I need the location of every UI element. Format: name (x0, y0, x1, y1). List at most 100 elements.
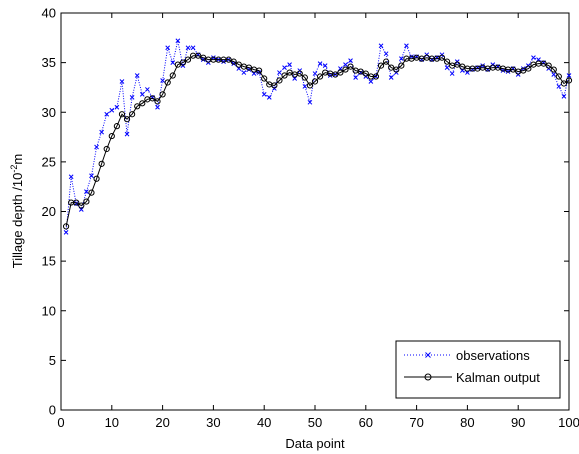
x-tick-label-5: 50 (308, 415, 322, 430)
observations-point-99 (566, 73, 572, 78)
x-tick-label-8: 80 (460, 415, 474, 430)
kalman-point-78 (459, 63, 466, 70)
observations-point-18 (155, 104, 160, 110)
kalman-point-75 (443, 58, 451, 65)
observations-point-96 (551, 72, 557, 77)
observations-point-87 (505, 69, 511, 74)
observations-point-11 (119, 79, 125, 84)
observations-point-4 (84, 189, 89, 195)
observations-point-82 (480, 63, 485, 68)
kalman-point-61 (372, 73, 380, 80)
observations-point-22 (175, 38, 181, 44)
kalman-point-56 (347, 63, 354, 70)
observations-point-16 (145, 87, 150, 92)
y-tick-label-8: 40 (42, 6, 56, 21)
observations-point-10 (114, 104, 120, 110)
observations-point-12 (124, 131, 130, 137)
observations-point-13 (129, 95, 135, 100)
x-tick-label-9: 90 (511, 415, 525, 430)
kalman-point-55 (342, 66, 349, 73)
legend-kalman-label: Kalman output (456, 370, 540, 385)
kalman-point-33 (230, 58, 237, 65)
y-tick-label-5: 25 (42, 154, 56, 169)
observations-point-6 (94, 144, 99, 150)
kalman-point-0 (62, 223, 70, 230)
kalman-point-4 (83, 198, 90, 205)
kalman-point-23 (179, 59, 187, 66)
y-axis-label: Tillage depth /10-2m (9, 154, 25, 269)
kalman-point-53 (332, 71, 339, 78)
observations-point-8 (104, 111, 110, 117)
kalman-point-6 (93, 175, 100, 182)
observations-point-47 (302, 84, 308, 89)
observations-point-76 (449, 71, 455, 76)
y-tick-label-0: 0 (49, 403, 56, 418)
y-tick-label-6: 30 (42, 105, 56, 120)
kalman-point-26 (195, 52, 202, 59)
observations-point-67 (404, 43, 409, 49)
kalman-point-63 (383, 58, 390, 65)
kalman-point-88 (510, 66, 517, 73)
kalman-point-65 (393, 66, 400, 73)
kalman-point-95 (545, 62, 552, 69)
observations-point-44 (287, 62, 292, 67)
kalman-point-74 (438, 54, 446, 61)
kalman-point-62 (377, 62, 385, 69)
observations-point-63 (383, 51, 389, 57)
observations-point-42 (277, 70, 282, 75)
observations-point-56 (348, 58, 353, 63)
x-tick-label-1: 10 (105, 415, 119, 430)
observations-point-20 (165, 45, 171, 51)
x-axis-label: Data point (285, 436, 345, 451)
observations-point-21 (170, 60, 176, 65)
kalman-point-59 (362, 70, 369, 77)
observations-point-60 (368, 79, 374, 84)
y-tick-label-4: 20 (42, 204, 56, 219)
observations-point-50 (317, 61, 323, 66)
observations-point-5 (89, 173, 94, 179)
observations-point-25 (190, 45, 196, 51)
legend-observations-marker (425, 352, 431, 358)
y-tick-label-2: 10 (42, 303, 56, 318)
kalman-point-3 (78, 202, 85, 209)
observations-point-15 (139, 92, 145, 97)
legend-box (395, 340, 561, 399)
kalman-point-99 (565, 77, 573, 84)
observations-point-43 (282, 65, 287, 70)
x-tick-label-7: 70 (409, 415, 423, 430)
kalman-point-15 (139, 100, 146, 107)
observations-point-39 (261, 92, 267, 97)
observations-point-49 (312, 71, 318, 76)
kalman-point-97 (555, 73, 562, 80)
kalman-point-41 (271, 82, 278, 89)
observations-point-29 (211, 55, 216, 61)
observations-point-98 (561, 94, 567, 99)
kalman-point-17 (149, 95, 156, 102)
y-tick-label-3: 15 (42, 254, 56, 269)
kalman-point-32 (225, 56, 232, 63)
observations-point-14 (134, 73, 140, 78)
kalman-point-9 (108, 132, 115, 140)
kalman-point-66 (398, 62, 405, 69)
kalman-point-48 (306, 82, 314, 89)
kalman-point-96 (550, 66, 557, 73)
kalman-point-20 (164, 79, 171, 86)
kalman-point-46 (296, 70, 303, 77)
kalman-point-44 (286, 69, 293, 76)
observations-point-66 (399, 56, 404, 62)
y-axis-label-main: Tillage depth /10 (10, 173, 25, 269)
kalman-point-34 (235, 61, 242, 68)
observations-point-55 (343, 62, 348, 67)
observations-point-19 (160, 78, 165, 83)
observations-point-92 (531, 55, 536, 61)
observations-point-48 (307, 99, 313, 105)
kalman-point-14 (134, 103, 141, 110)
observations-point-57 (353, 75, 358, 80)
x-axis: 0 10 20 30 40 50 60 70 80 90 100 (57, 13, 579, 430)
kalman-point-7 (98, 160, 105, 167)
observations-point-35 (241, 70, 247, 75)
x-tick-label-4: 40 (257, 415, 271, 430)
x-tick-label-6: 60 (359, 415, 373, 430)
kalman-point-50 (316, 73, 324, 80)
